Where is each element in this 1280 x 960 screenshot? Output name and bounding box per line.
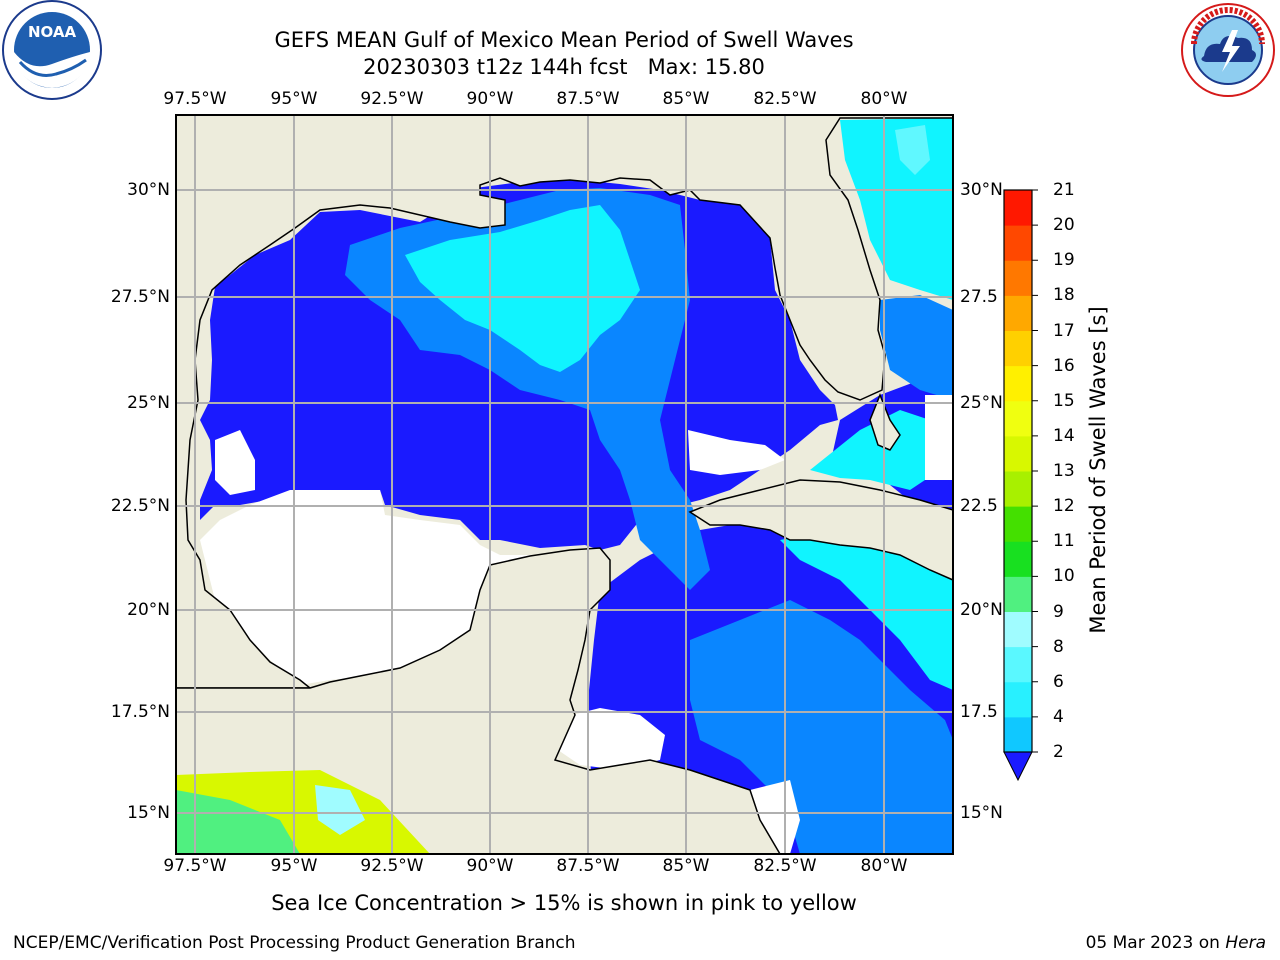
lat-tick-left: 17.5°N: [110, 702, 170, 722]
lon-tick-top: 87.5°W: [556, 89, 620, 109]
colorbar-tick-label: 12: [1053, 496, 1075, 517]
nodata-honduras: [555, 708, 665, 770]
nodata-florida-side: [925, 395, 953, 480]
colorbar-tick-label: 4: [1053, 706, 1064, 727]
colorbar-tick-label: 18: [1053, 285, 1075, 306]
map-frame: [175, 114, 954, 855]
lon-tick-top: 82.5°W: [753, 89, 817, 109]
lon-tick-bottom: 90°W: [466, 856, 514, 876]
lat-tick-left: 30°N: [127, 180, 170, 200]
swell-cyan-gulf: [405, 205, 640, 372]
lat-tick-left: 25°N: [127, 393, 170, 413]
nodata-yucatan-channel: [688, 430, 785, 475]
colorbar-tick-label: 17: [1053, 320, 1075, 341]
nodata-campeche: [200, 490, 600, 685]
lon-tick-top: 85°W: [662, 89, 710, 109]
swell-cyan-carib: [780, 530, 953, 690]
colorbar-tick-label: 13: [1053, 461, 1075, 481]
swell-cyan-straits: [810, 410, 940, 490]
colorbar-tick-label: 16: [1053, 355, 1075, 376]
chart-title: GEFS MEAN Gulf of Mexico Mean Period of …: [274, 28, 854, 52]
colorbar-label: Mean Period of Swell Waves [s]: [1086, 306, 1110, 634]
footer-host: Hera: [1225, 933, 1266, 953]
field-pacific-green: [176, 790, 300, 854]
lon-tick-top: 97.5°W: [163, 89, 227, 109]
colorbar-tick-label: 6: [1053, 671, 1064, 692]
colorbar-tick-label: 15: [1053, 390, 1075, 411]
lon-tick-bottom: 97.5°W: [163, 856, 227, 876]
lon-tick-top: 80°W: [860, 89, 908, 109]
footer-credit: NCEP/EMC/Verification Post Processing Pr…: [13, 933, 576, 953]
lat-tick-left: 22.5°N: [110, 496, 170, 516]
lat-tick-right: 17.5: [960, 702, 998, 722]
colorbar-tick-label: 9: [1053, 601, 1064, 622]
lon-tick-top: 95°W: [270, 89, 318, 109]
lat-tick-left: 20°N: [127, 600, 170, 620]
lat-tick-left: 15°N: [127, 803, 170, 823]
lon-tick-bottom: 95°W: [270, 856, 318, 876]
chart-subtitle: 20230303 t12z 144h fcst Max: 15.80: [363, 55, 765, 79]
land-north-coast: [176, 115, 953, 689]
field-pacific-cyan: [315, 785, 365, 835]
lon-tick-top: 90°W: [466, 89, 514, 109]
colorbar-tick-label: 11: [1053, 531, 1075, 552]
colorbar-tick-label: 2: [1053, 742, 1064, 762]
swell-mid-carib: [690, 600, 953, 854]
colorbar-tick-label: 19: [1053, 250, 1075, 271]
sea-ice-note: Sea Ice Concentration > 15% is shown in …: [271, 891, 857, 915]
lat-tick-right: 15°N: [960, 803, 1003, 823]
lon-tick-top: 92.5°W: [360, 89, 424, 109]
swell-mid-atlantic: [880, 295, 953, 400]
footer-date-text: 05 Mar 2023 on: [1085, 933, 1226, 953]
lat-tick-right: 20°N: [960, 600, 1003, 620]
lat-tick-right: 30°N: [960, 180, 1003, 200]
swell-light-east: [895, 125, 930, 175]
noaa-logo: NOAA: [2, 0, 102, 100]
colorbar-tick-label: 8: [1053, 636, 1064, 657]
lon-tick-bottom: 87.5°W: [556, 856, 620, 876]
footer-date: 05 Mar 2023 on Hera: [1086, 933, 1266, 953]
nws-logo: [1181, 3, 1275, 97]
colorbar-tick-label: 20: [1053, 215, 1075, 236]
lon-tick-bottom: 92.5°W: [360, 856, 424, 876]
lat-tick-right: 27.5: [960, 287, 998, 307]
colorbar-tick-label: 14: [1053, 425, 1075, 446]
lat-tick-right: 25°N: [960, 393, 1003, 413]
colorbar-tick-label: 21: [1053, 180, 1075, 200]
lon-tick-bottom: 85°W: [662, 856, 710, 876]
lat-tick-left: 27.5°N: [110, 287, 170, 307]
noaa-logo-text: NOAA: [28, 23, 77, 41]
colorbar-tick-label: 10: [1053, 566, 1075, 587]
lon-tick-bottom: 80°W: [860, 856, 908, 876]
lat-tick-right: 22.5: [960, 496, 998, 516]
nodata-texas: [215, 430, 255, 495]
map-gridlines: [176, 115, 953, 854]
lon-tick-bottom: 82.5°W: [753, 856, 817, 876]
